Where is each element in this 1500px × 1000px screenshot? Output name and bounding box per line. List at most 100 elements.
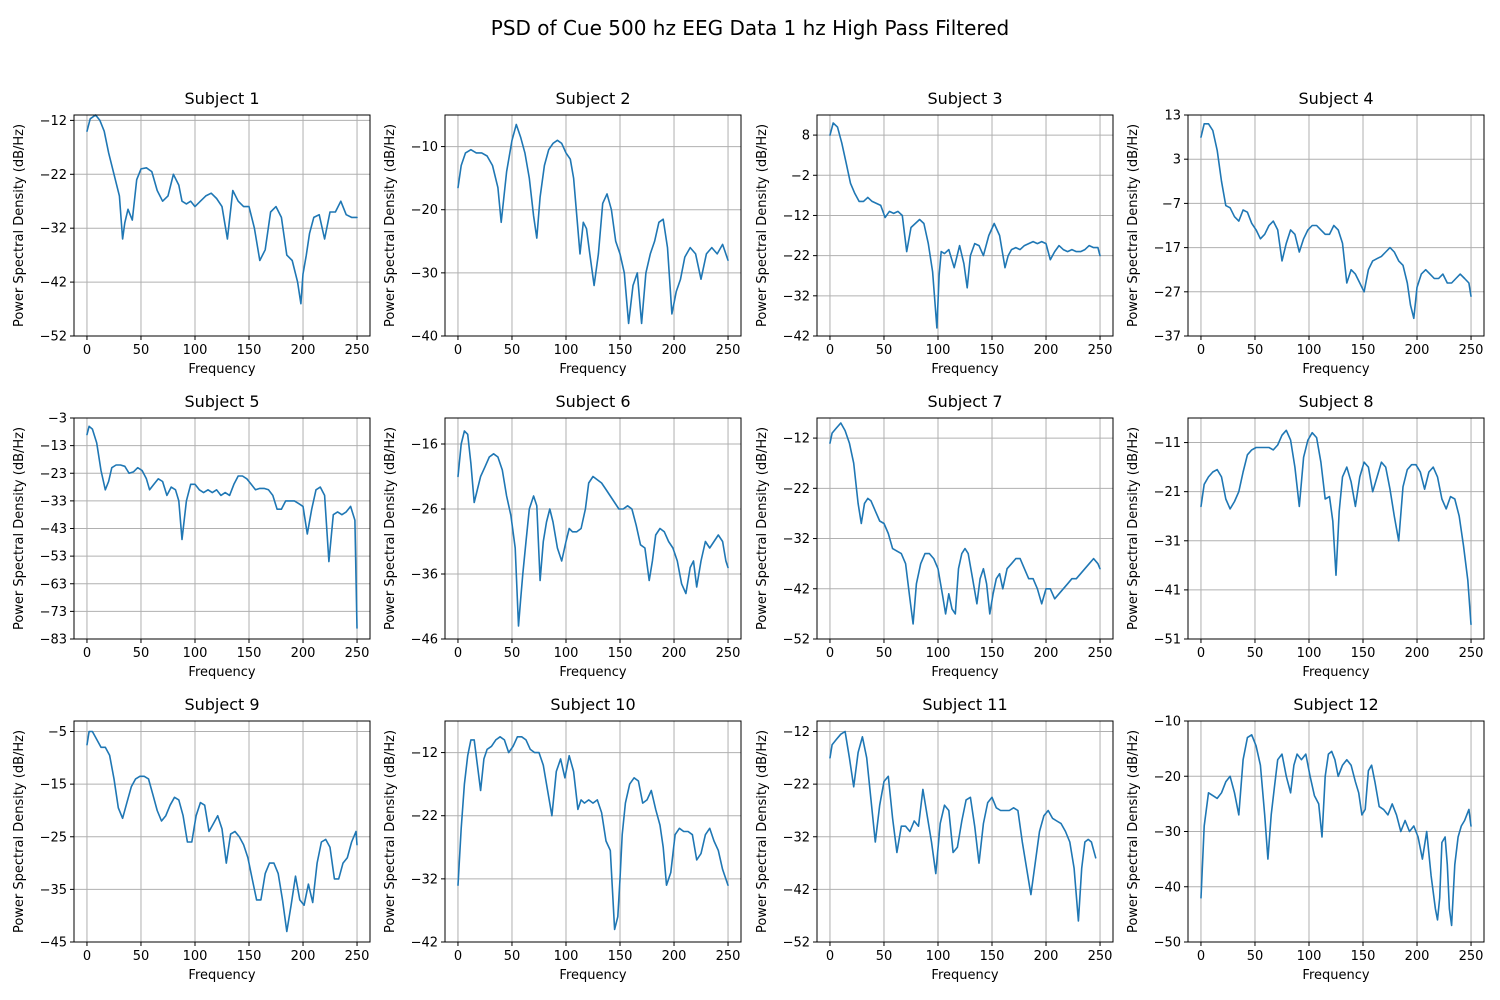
y-tick-label: −50 <box>1154 936 1181 951</box>
subplot-title: Subject 11 <box>922 695 1007 714</box>
x-tick-label: 50 <box>1247 343 1264 358</box>
psd-line <box>829 122 1101 329</box>
x-axis-label: Frequency <box>931 968 998 983</box>
x-tick-label: 100 <box>183 646 208 661</box>
y-tick-label: −12 <box>40 114 67 129</box>
x-tick-label: 100 <box>554 949 579 964</box>
y-tick-label: −35 <box>40 883 67 898</box>
x-tick-label: 200 <box>291 343 316 358</box>
y-axis-label: Power Spectral Density (dB/Hz) <box>12 730 27 933</box>
axes-frame <box>444 720 742 943</box>
y-tick-label: −63 <box>40 577 67 592</box>
y-axis-label: Power Spectral Density (dB/Hz) <box>1126 427 1141 630</box>
axes-frame <box>1187 114 1485 337</box>
y-axis-label: Power Spectral Density (dB/Hz) <box>383 730 398 933</box>
x-tick-label: 100 <box>926 343 951 358</box>
y-tick-label: −33 <box>40 494 67 509</box>
y-tick-label: −3 <box>48 412 67 427</box>
x-tick-label: 250 <box>1088 343 1113 358</box>
x-tick-label: 100 <box>183 343 208 358</box>
x-tick-label: 250 <box>1088 646 1113 661</box>
x-axis-label: Frequency <box>559 665 626 680</box>
subplot-title: Subject 3 <box>927 89 1002 108</box>
subplot-title: Subject 2 <box>555 89 630 108</box>
y-tick-label: −22 <box>783 778 810 793</box>
y-tick-label: −22 <box>783 482 810 497</box>
x-tick-label: 250 <box>345 949 370 964</box>
y-tick-label: −10 <box>1154 715 1181 730</box>
x-axis-label: Frequency <box>188 665 255 680</box>
subplot-title: Subject 12 <box>1293 695 1378 714</box>
x-tick-label: 150 <box>608 949 633 964</box>
x-tick-label: 150 <box>608 343 633 358</box>
y-axis-label: Power Spectral Density (dB/Hz) <box>383 427 398 630</box>
x-tick-label: 0 <box>83 949 91 964</box>
x-tick-label: 200 <box>1405 646 1430 661</box>
x-tick-label: 0 <box>83 343 91 358</box>
x-tick-label: 50 <box>133 343 150 358</box>
y-tick-label: −17 <box>1154 241 1181 256</box>
y-tick-label: −10 <box>411 140 438 155</box>
x-axis-label: Frequency <box>931 665 998 680</box>
x-axis-label: Frequency <box>188 362 255 377</box>
subplot-10: 0 50 100 150 200 250 −42 −32 −22 −12 Subject 10 Fre… <box>383 695 742 983</box>
y-tick-label: −43 <box>40 522 67 537</box>
subplot-title: Subject 1 <box>184 89 259 108</box>
subplot-2: 0 50 100 150 200 250 −40 −30 −20 −10 Subject 2 Freq… <box>383 89 742 377</box>
x-tick-label: 0 <box>826 646 834 661</box>
x-tick-label: 100 <box>1297 949 1322 964</box>
y-tick-label: −16 <box>411 438 438 453</box>
x-tick-label: 200 <box>1034 646 1059 661</box>
subplot-7: 0 50 100 150 200 250 −52 −42 −32 −22 −12 Subject 7 F… <box>755 392 1114 680</box>
y-tick-label: −22 <box>783 249 810 264</box>
y-axis-label: Power Spectral Density (dB/Hz) <box>755 427 770 630</box>
y-tick-label: −36 <box>411 568 438 583</box>
subplot-9: 0 50 100 150 200 250 −45 −35 −25 −15 −5 Subject 9 Fr… <box>12 695 371 983</box>
subplot-title: Subject 4 <box>1298 89 1373 108</box>
axes-frame <box>816 114 1114 337</box>
x-tick-label: 250 <box>1459 646 1484 661</box>
x-tick-label: 50 <box>504 646 521 661</box>
y-axis-label: Power Spectral Density (dB/Hz) <box>12 427 27 630</box>
x-tick-label: 200 <box>1405 949 1430 964</box>
y-tick-label: −2 <box>791 169 810 184</box>
x-tick-label: 150 <box>980 949 1005 964</box>
y-tick-label: 13 <box>1164 109 1181 124</box>
x-tick-label: 200 <box>662 646 687 661</box>
subplot-title: Subject 6 <box>555 392 630 411</box>
x-tick-label: 0 <box>1197 949 1205 964</box>
x-tick-label: 100 <box>554 646 579 661</box>
subplot-8: 0 50 100 150 200 250 −51 −41 −31 −21 −11 Subject 8 F… <box>1126 392 1485 680</box>
x-tick-label: 100 <box>1297 646 1322 661</box>
y-tick-label: −42 <box>783 883 810 898</box>
x-tick-label: 150 <box>980 343 1005 358</box>
y-axis-label: Power Spectral Density (dB/Hz) <box>755 124 770 327</box>
x-tick-label: 0 <box>454 646 462 661</box>
subplot-6: 0 50 100 150 200 250 −46 −36 −26 −16 Subject 6 Freq… <box>383 392 742 680</box>
psd-line <box>86 425 358 629</box>
y-tick-label: −32 <box>783 289 810 304</box>
x-tick-label: 100 <box>926 949 951 964</box>
psd-line <box>457 430 729 627</box>
psd-line <box>1200 429 1472 626</box>
y-axis-label: Power Spectral Density (dB/Hz) <box>755 730 770 933</box>
x-axis-label: Frequency <box>1302 968 1369 983</box>
x-axis-label: Frequency <box>1302 362 1369 377</box>
x-tick-label: 150 <box>237 949 262 964</box>
y-tick-label: −51 <box>1154 633 1181 648</box>
x-tick-label: 50 <box>876 949 893 964</box>
x-tick-label: 150 <box>1351 949 1376 964</box>
y-tick-label: −13 <box>40 439 67 454</box>
y-tick-label: −20 <box>411 203 438 218</box>
psd-line <box>86 730 358 933</box>
x-axis-label: Frequency <box>559 968 626 983</box>
y-tick-label: −15 <box>40 778 67 793</box>
subplot-12: 0 50 100 150 200 250 −50 −40 −30 −20 −10 Subject 12… <box>1126 695 1485 983</box>
y-tick-label: −32 <box>783 532 810 547</box>
y-tick-label: −40 <box>1154 880 1181 895</box>
x-tick-label: 150 <box>980 646 1005 661</box>
psd-line <box>457 123 729 325</box>
x-tick-label: 250 <box>1459 343 1484 358</box>
axes-frame <box>1187 417 1485 640</box>
